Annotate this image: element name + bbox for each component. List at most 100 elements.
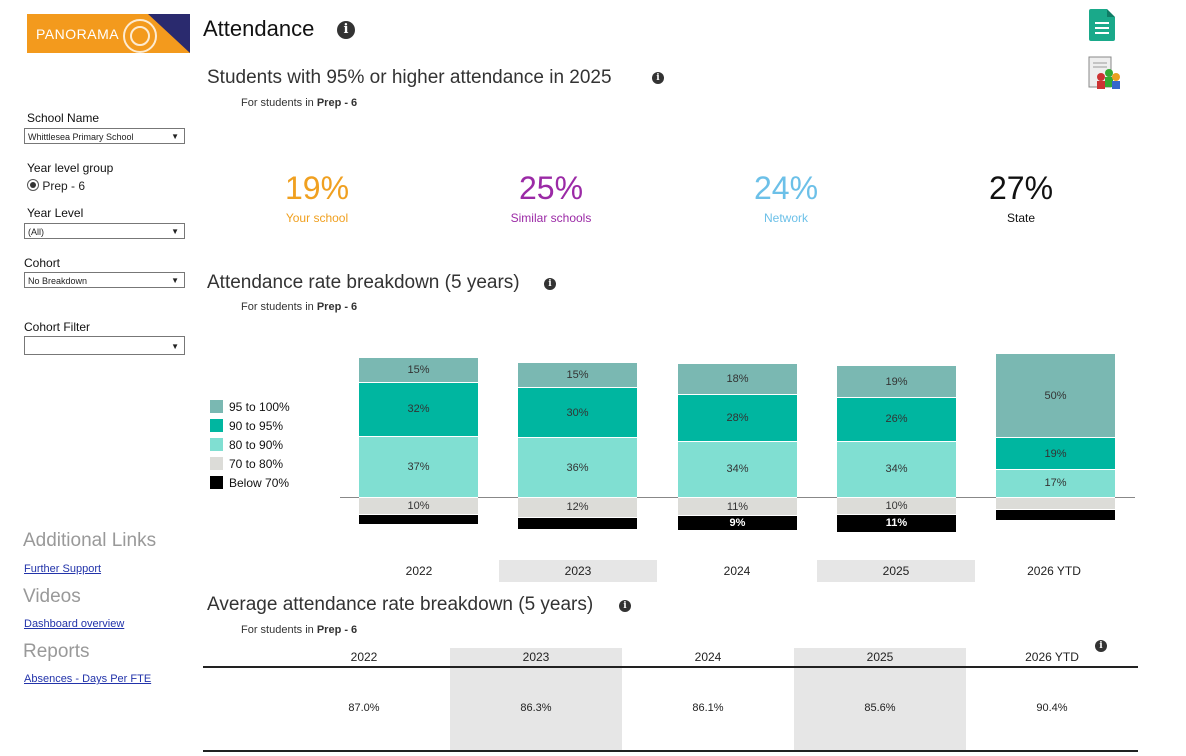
school-select-value: Whittlesea Primary School [28,132,134,142]
year-level-value: (All) [28,227,44,237]
dashboard-overview-link[interactable]: Dashboard overview [24,618,125,630]
users-report-icon[interactable] [1087,55,1123,91]
logo-ring-inner [130,26,150,46]
absences-link[interactable]: Absences - Days Per FTE [24,673,152,685]
table-cell: 86.1% [692,702,724,714]
chevron-down-icon: ▼ [171,132,179,141]
chevron-down-icon: ▼ [171,276,179,285]
bar-segment: 32% [359,382,478,436]
table-header: 2022 [350,650,378,664]
bar-segment: 11% [837,513,956,532]
table-column-shade [450,648,622,750]
table-cell: 90.4% [1036,702,1068,714]
cohort-filter-label: Cohort Filter [24,320,91,334]
kpi-title: Students with 95% or higher attendance i… [207,67,612,88]
year-level-label: Year Level [27,206,84,220]
legend-label: 80 to 90% [229,438,284,452]
bar-segment: 10% [359,496,478,514]
avg-note-prefix: For students in [241,624,317,636]
year-label: 2023 [499,560,657,582]
legend-swatch [210,419,223,432]
bar-segment: 34% [678,440,797,497]
info-icon[interactable]: i [619,600,631,612]
info-icon[interactable]: i [1095,640,1107,652]
legend-swatch [210,476,223,489]
bar-segment: 12% [518,496,637,517]
table-cell: 86.3% [520,702,552,714]
legend-swatch [210,457,223,470]
school-select[interactable]: Whittlesea Primary School ▼ [24,128,185,144]
bar-segment: 15% [359,357,478,383]
breakdown-note-bold: Prep - 6 [316,301,358,313]
kpi-note-bold: Prep - 6 [316,97,358,109]
bar-segment: 28% [678,394,797,441]
bar-segment: 30% [518,387,637,438]
bar-segment: 50% [996,354,1115,438]
legend-item: Below 70% [210,476,290,495]
kpi-label: Network [763,211,808,225]
info-icon[interactable]: i [652,72,664,84]
legend-item: 80 to 90% [210,438,290,457]
breakdown-note: For students in Prep - 6 [241,301,357,313]
bar-segment: 37% [359,435,478,497]
legend-item: 95 to 100% [210,400,290,419]
table-header-line [203,666,1138,668]
chart-legend: 95 to 100% 90 to 95% 80 to 90% 70 to 80% Bel… [210,400,290,495]
table-header: 2023 [522,650,550,664]
bar-segment: 17% [996,468,1115,497]
table-header: 2024 [694,650,722,664]
table-cell: 85.6% [864,702,896,714]
info-icon[interactable]: i [337,21,355,39]
kpi-label: Similar schools [510,211,592,225]
cohort-value: No Breakdown [28,276,88,286]
page-title: Attendance [203,16,315,41]
legend-label: 70 to 80% [229,457,284,471]
table-header: 2025 [866,650,894,664]
videos-heading: Videos [23,586,81,607]
bar-segment: 18% [678,364,797,395]
year-label: 2025 [817,560,975,582]
bar-segment: 10% [837,496,956,514]
legend-label: 95 to 100% [229,400,290,414]
bar-segment: 36% [518,437,637,497]
avg-note: For students in Prep - 6 [241,624,357,636]
kpi-note-prefix: For students in [241,97,317,109]
radio-selected-icon[interactable] [27,179,39,191]
bar-segment: 11% [678,496,797,516]
reports-heading: Reports [23,641,90,662]
avg-title: Average attendance rate breakdown (5 yea… [207,594,594,615]
cohort-filter-select[interactable]: ▼ [24,336,185,355]
further-support-link[interactable]: Further Support [24,563,102,575]
table-header: 2026 YTD [1025,650,1079,664]
year-level-select[interactable]: (All) ▼ [24,223,185,239]
kpi-label: Your school [285,211,349,225]
panorama-logo: PANORAMA [27,14,190,53]
legend-item: 90 to 95% [210,419,290,438]
info-icon[interactable]: i [544,278,556,290]
bar-segment [518,516,637,529]
year-label: 2026 YTD [1027,564,1081,578]
cohort-label: Cohort [24,256,61,270]
kpi-value: 19% [284,170,350,206]
document-icon[interactable] [1089,9,1115,41]
legend-label: Below 70% [229,476,290,490]
kpi-note: For students in Prep - 6 [241,97,357,109]
table-bottom-line [203,750,1138,752]
kpi-value: 27% [988,170,1054,206]
bar-segment: 15% [518,362,637,388]
legend-swatch [210,400,223,413]
bar-segment: 9% [678,515,797,531]
breakdown-title: Attendance rate breakdown (5 years) [207,272,520,293]
bar-segment [996,508,1115,521]
table-cell: 87.0% [348,702,380,714]
breakdown-note-prefix: For students in [241,301,317,313]
chevron-down-icon: ▼ [171,227,179,236]
bar-segment: 34% [837,440,956,497]
year-group-radio[interactable]: Prep - 6 [27,179,85,193]
school-name-label: School Name [27,111,100,125]
logo-triangle [148,14,190,53]
cohort-select[interactable]: No Breakdown ▼ [24,272,185,288]
kpi-label: State [1006,211,1036,225]
year-level-group-label: Year level group [27,161,114,175]
legend-item: 70 to 80% [210,457,290,476]
